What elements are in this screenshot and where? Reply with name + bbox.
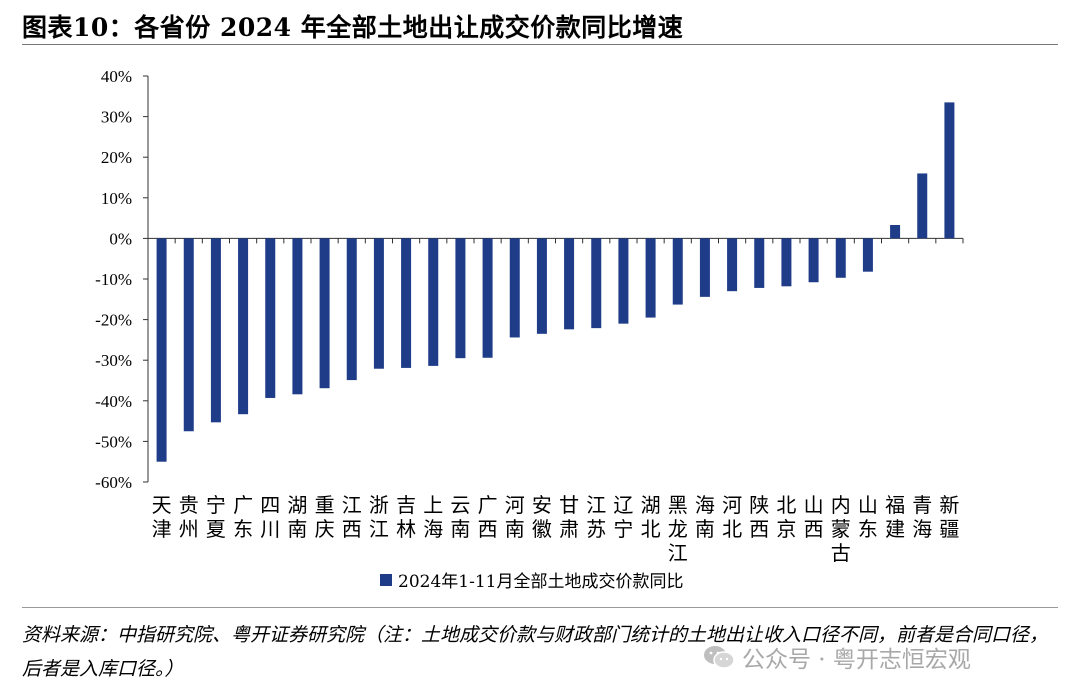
bar	[265, 238, 276, 398]
y-tick-label: 30%	[101, 108, 132, 127]
x-tick-label: 河北	[722, 493, 742, 541]
bar	[862, 238, 873, 272]
page-title: 图表10：各省份 2024 年全部土地出让成交价款同比增速	[22, 13, 684, 42]
bar	[292, 238, 303, 395]
x-tick-label: 山西	[804, 493, 824, 541]
bar	[645, 238, 656, 318]
bar	[536, 238, 547, 334]
bar	[781, 238, 792, 287]
x-tick-label: 青海	[912, 493, 932, 541]
wechat-icon	[704, 646, 735, 669]
source-note: 资料来源：中指研究院、粤开证券研究院（注：土地成交价款与财政部门统计的土地出让收…	[22, 624, 1049, 680]
y-tick-label: -10%	[95, 270, 132, 289]
x-tick-label: 广东	[233, 493, 253, 541]
bar	[373, 238, 384, 369]
bar	[238, 238, 249, 415]
bar	[346, 238, 357, 381]
legend-swatch	[380, 573, 392, 586]
bar	[754, 238, 765, 288]
x-tick-label: 重庆	[315, 493, 335, 541]
bar	[482, 238, 493, 358]
y-tick-label: -60%	[95, 473, 132, 492]
bar	[591, 238, 602, 329]
chart-legend: 2024年1-11月全部土地成交价款同比	[380, 567, 683, 592]
y-tick-label: -30%	[95, 351, 132, 370]
watermark: 公众号 · 粤开志恒宏观	[702, 640, 971, 674]
y-tick-label: -50%	[95, 432, 132, 451]
bar	[183, 238, 194, 432]
x-tick-label: 四川	[260, 493, 280, 541]
x-tick-label: 浙江	[369, 493, 389, 541]
x-tick-label: 福建	[885, 493, 905, 541]
bar	[428, 238, 439, 366]
footer-divider	[22, 607, 1058, 608]
x-tick-label: 山东	[858, 493, 878, 541]
title-divider	[22, 44, 1058, 45]
x-tick-label: 海南	[695, 493, 715, 541]
x-tick-label: 安徽	[532, 493, 552, 541]
watermark-text: 公众号 · 粤开志恒宏观	[742, 647, 971, 673]
x-tick-label: 黑龙江	[668, 493, 688, 565]
x-tick-label: 江苏	[586, 493, 606, 541]
bar	[808, 238, 819, 283]
bar	[156, 238, 167, 462]
x-tick-label: 贵州	[179, 493, 199, 541]
x-tick-label: 内蒙古	[831, 493, 851, 565]
x-tick-label: 吉林	[396, 493, 416, 541]
legend-label: 2024年1-11月全部土地成交价款同比	[398, 572, 684, 592]
x-tick-label: 江西	[342, 493, 362, 541]
y-tick-label: 10%	[101, 189, 132, 208]
bar	[672, 238, 683, 305]
x-tick-label: 湖北	[641, 493, 661, 541]
bar	[210, 238, 221, 423]
x-tick-label: 甘肃	[559, 493, 579, 541]
bar	[699, 238, 710, 297]
y-tick-label: -40%	[95, 392, 132, 411]
bar	[890, 225, 901, 239]
x-tick-label: 辽宁	[613, 493, 633, 541]
y-axis: -60% -50% -40% -30% -20% -10% 0% 10% 20% 30% 40%	[95, 67, 149, 492]
x-tick-label: 陕西	[749, 493, 769, 541]
y-tick-label: -20%	[95, 311, 132, 330]
x-tick-label: 广西	[478, 493, 498, 541]
x-tick-label: 云南	[450, 493, 470, 541]
x-axis-labels: 天津贵州宁夏广东四川湖南重庆江西浙江吉林上海云南广西河南安徽甘肃江苏辽宁湖北黑龙…	[152, 493, 960, 565]
bar	[835, 238, 846, 278]
x-tick-label: 北京	[776, 493, 796, 541]
bar	[564, 238, 575, 330]
x-tick-label: 上海	[423, 493, 443, 541]
x-tick-label: 宁夏	[206, 493, 226, 541]
bar	[917, 173, 928, 239]
bar	[401, 238, 412, 368]
bar	[727, 238, 738, 292]
bars	[147, 102, 964, 462]
y-tick-label: 40%	[101, 67, 132, 86]
bar	[509, 238, 520, 338]
bar	[319, 238, 330, 389]
x-tick-label: 河南	[505, 493, 525, 541]
x-tick-label: 天津	[152, 493, 172, 541]
x-tick-label: 湖南	[287, 493, 307, 541]
bar	[944, 102, 955, 239]
x-tick-label: 新疆	[939, 493, 959, 541]
bar	[455, 238, 466, 359]
bar-chart: -60% -50% -40% -30% -20% -10% 0% 10% 20% 30% 40% 天…	[95, 67, 964, 565]
y-tick-label: 20%	[101, 148, 132, 167]
bar	[618, 238, 629, 324]
y-tick-label: 0%	[109, 229, 132, 248]
